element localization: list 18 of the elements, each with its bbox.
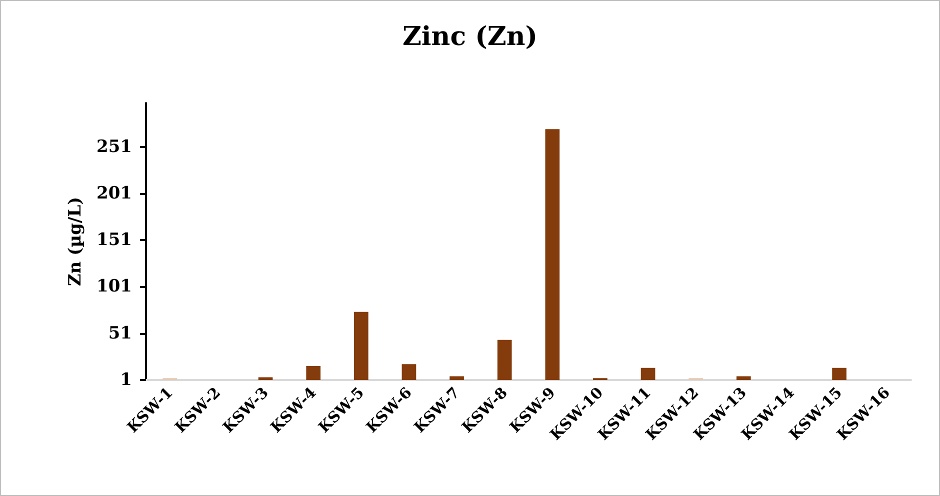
bar xyxy=(640,368,656,380)
chart-title: Zinc (Zn) xyxy=(402,22,538,52)
bar xyxy=(306,366,321,380)
bar xyxy=(736,376,751,380)
bar xyxy=(258,377,273,380)
bar xyxy=(545,129,560,380)
bar xyxy=(402,364,416,380)
y-tick-label: 101 xyxy=(96,276,132,297)
y-tick-label: 151 xyxy=(96,230,132,250)
y-tick-label: 251 xyxy=(96,136,132,157)
y-axis-title: Zn (µg/L) xyxy=(66,196,86,286)
bar xyxy=(497,340,512,380)
y-tick-label: 51 xyxy=(108,323,132,344)
bar xyxy=(354,312,368,380)
y-tick-label: 1 xyxy=(120,370,132,390)
y-tick-label: 201 xyxy=(96,183,132,204)
bar xyxy=(450,376,464,380)
bar xyxy=(832,368,846,380)
